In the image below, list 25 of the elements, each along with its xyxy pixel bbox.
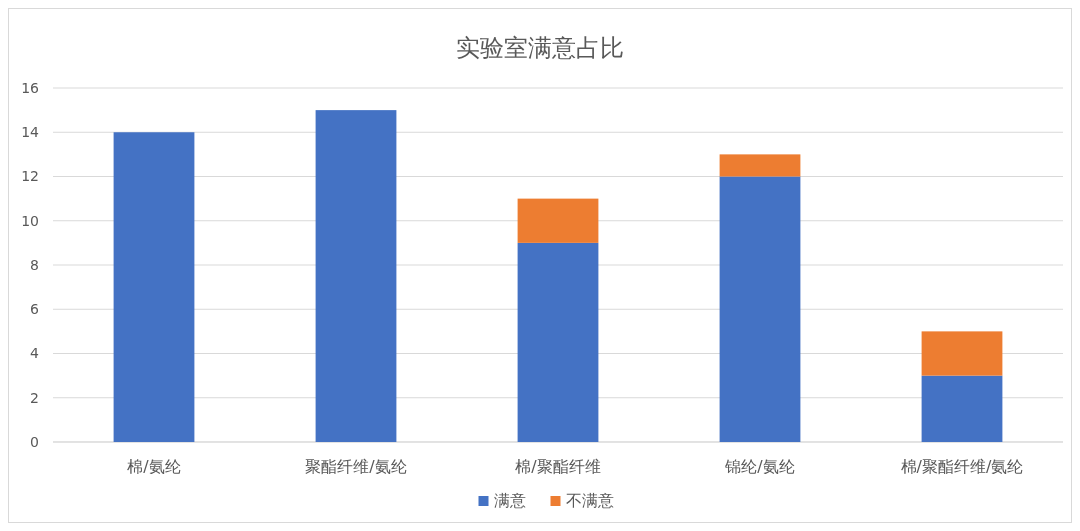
bar	[517, 242, 599, 442]
bar	[113, 132, 195, 442]
y-tick-label: 8	[30, 256, 39, 273]
bar	[921, 331, 1003, 376]
y-tick-label: 4	[30, 345, 40, 362]
x-tick-label: 棉/氨纶	[127, 457, 181, 476]
legend-label: 满意	[493, 491, 526, 510]
bar	[517, 198, 599, 243]
chart-title: 实验室满意占比	[456, 34, 624, 62]
bar	[719, 176, 801, 442]
y-tick-label: 2	[30, 389, 39, 406]
y-tick-label: 6	[30, 301, 40, 318]
y-tick-label: 16	[21, 79, 40, 96]
y-tick-label: 10	[21, 212, 39, 229]
bar	[719, 154, 801, 177]
legend-label: 不满意	[565, 491, 614, 510]
x-tick-label: 锦纶/氨纶	[724, 457, 795, 476]
bar	[921, 375, 1003, 442]
x-tick-label: 棉/聚酯纤维/氨纶	[900, 457, 1024, 476]
y-tick-label: 0	[30, 433, 39, 450]
x-tick-label: 聚酯纤维/氨纶	[305, 457, 407, 476]
x-tick-label: 棉/聚酯纤维	[515, 457, 601, 476]
bar	[315, 110, 397, 442]
y-tick-label: 14	[21, 124, 40, 141]
y-tick-label: 12	[21, 168, 39, 185]
